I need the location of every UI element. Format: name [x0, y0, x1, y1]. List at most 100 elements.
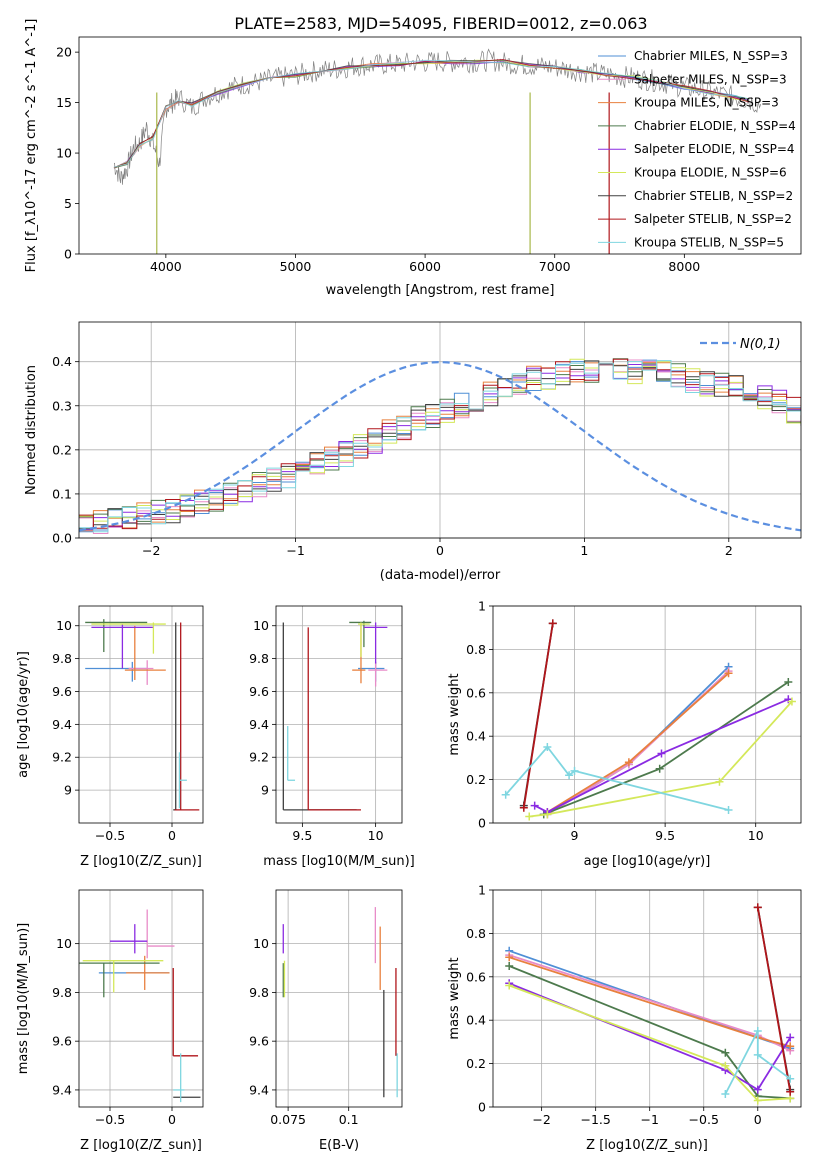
axes-frame: [492, 889, 802, 1108]
age-vs-mass-panel: 9.5 10 9 9.2 9.4 9.6 9.8 10 mass [log10(M/M_sun)…: [249, 605, 415, 869]
x-tick-label: 5000: [280, 259, 312, 274]
axes-frame: [275, 605, 403, 824]
y-tick-label: 0: [478, 816, 486, 831]
x-tick-label: 9: [571, 828, 579, 843]
y-tick-label: 9.8: [52, 651, 72, 666]
weight-line-7: [756, 907, 792, 1092]
y-axis-label: age [log10(age/yr)]: [16, 651, 31, 778]
weight-marker: [753, 903, 762, 912]
x-tick-label: 8000: [668, 259, 700, 274]
weight-vs-metallicity-panel: −2 −1.5 −1 −0.5 0 0 0.2 0.4 0.6 0.8 1 Z [log10(Z/Z_…: [447, 883, 802, 1153]
axes-frame: [492, 605, 802, 824]
y-tick-label: 20: [56, 45, 72, 60]
histogram-step-6: [79, 360, 801, 530]
y-tick-label: 9: [64, 783, 72, 798]
x-tick-label: 10: [368, 828, 384, 843]
figure-title: PLATE=2583, MJD=54095, FIBERID=0012, z=0…: [234, 14, 647, 33]
x-axis-label: (data-model)/error: [380, 568, 501, 583]
x-tick-label: 0: [168, 1112, 176, 1127]
weight-marker: [786, 1087, 795, 1096]
x-tick-label: −1: [286, 543, 304, 558]
y-axis-label: Normed distribution: [24, 365, 39, 495]
legend-label-4: Salpeter ELODIE, N_SSP=4: [634, 142, 795, 156]
x-axis-label: E(B-V): [319, 1138, 359, 1153]
plot-area: [79, 358, 801, 534]
weight-marker: [721, 1061, 730, 1070]
weight-marker: [505, 981, 514, 990]
x-tick-label: −2: [532, 1112, 550, 1127]
y-tick-label: 9.2: [52, 750, 72, 765]
y-tick-label: 0.2: [466, 772, 486, 787]
x-tick-label: 1: [580, 543, 588, 558]
y-tick-label: 1: [478, 883, 486, 898]
x-tick-label: −0.5: [95, 828, 125, 843]
y-tick-label: 9.6: [52, 684, 72, 699]
age-vs-metallicity-panel: −0.5 0 9 9.2 9.4 9.6 9.8 10 Z [log10(Z/Z_sun)] ag…: [16, 605, 204, 869]
x-tick-label: 9.5: [655, 828, 675, 843]
y-tick-label: 0.8: [466, 642, 486, 657]
legend-label-2: Kroupa MILES, N_SSP=3: [634, 96, 779, 110]
normal-reference-curve: [79, 360, 801, 532]
x-tick-label: 6000: [409, 259, 441, 274]
weight-marker: [753, 1050, 762, 1059]
y-tick-label: 9: [261, 783, 269, 798]
legend: Chabrier MILES, N_SSP=3 Salpeter MILES, N…: [598, 49, 796, 249]
y-tick-label: 9.4: [52, 717, 72, 732]
y-tick-label: 10: [56, 618, 72, 633]
y-tick-label: 0.0: [52, 531, 72, 546]
weight-marker: [565, 771, 574, 780]
weight-marker: [786, 1074, 795, 1083]
x-tick-label: 0.1: [339, 1112, 359, 1127]
weight-marker: [787, 697, 796, 706]
x-tick-label: 0: [168, 828, 176, 843]
weight-line-4: [508, 982, 791, 1091]
weight-marker: [721, 1089, 730, 1098]
histogram-step-8: [79, 360, 801, 533]
y-axis-label: Flux [f_λ10^-17 erg cm^-2 s^-1 A^-1]: [24, 19, 39, 273]
x-tick-label: 0: [436, 543, 444, 558]
y-tick-label: 0.4: [52, 354, 72, 369]
weight-line-8: [724, 1030, 791, 1095]
y-tick-label: 9.8: [52, 985, 72, 1000]
y-tick-label: 0: [64, 247, 72, 262]
weight-vs-age-panel: 9 9.5 10 0 0.2 0.4 0.6 0.8 1 age [log10(age/yr)] m…: [447, 599, 802, 869]
plot-area: [501, 619, 796, 821]
legend-label-3: Chabrier ELODIE, N_SSP=4: [634, 119, 796, 133]
weight-line-5: [508, 984, 791, 1102]
weight-marker: [786, 1042, 795, 1051]
plot-area: [113, 48, 762, 254]
weight-marker: [753, 1085, 762, 1094]
axes-frame: [78, 889, 204, 1108]
y-tick-label: 0.6: [466, 685, 486, 700]
residuals-panel: −2 −1 0 1 2 0.0 0.1 0.2 0.3 0.4 (data-model)/error…: [24, 321, 802, 583]
y-tick-label: 9.8: [249, 985, 269, 1000]
weight-marker: [753, 1096, 762, 1105]
weight-marker: [543, 743, 552, 752]
spectrum-panel: 4000 5000 6000 7000 8000 0 5 10 15 20 wavelength […: [24, 19, 802, 298]
legend-label-7: Salpeter STELIB, N_SSP=2: [634, 212, 792, 226]
y-tick-label: 10: [253, 618, 269, 633]
y-tick-label: 0: [478, 1100, 486, 1115]
x-tick-label: 9.5: [292, 828, 312, 843]
x-axis-label: Z [log10(Z/Z_sun)]: [586, 1138, 708, 1153]
weight-marker: [548, 619, 557, 628]
y-tick-label: 9.6: [249, 684, 269, 699]
y-tick-label: 10: [56, 936, 72, 951]
weight-marker: [505, 961, 514, 970]
weight-marker: [721, 1048, 730, 1057]
y-axis-label: mass weight: [447, 957, 462, 1039]
histogram-step-1: [79, 359, 801, 534]
y-tick-label: 10: [56, 146, 72, 161]
legend-label-8: Kroupa STELIB, N_SSP=5: [634, 235, 784, 249]
axes-frame: [78, 36, 802, 255]
plot-area: [79, 909, 201, 1103]
weight-marker: [784, 677, 793, 686]
model-line-8: [113, 59, 750, 168]
x-tick-label: −0.5: [95, 1112, 125, 1127]
weight-marker: [753, 1027, 762, 1036]
data-spectrum-line: [113, 48, 762, 185]
y-tick-label: 10: [253, 936, 269, 951]
mass-vs-ebv-panel: 0.075 0.1 9.4 9.6 9.8 10 E(B-V): [249, 889, 403, 1153]
x-tick-label: 7000: [539, 259, 571, 274]
weight-marker: [624, 758, 633, 767]
